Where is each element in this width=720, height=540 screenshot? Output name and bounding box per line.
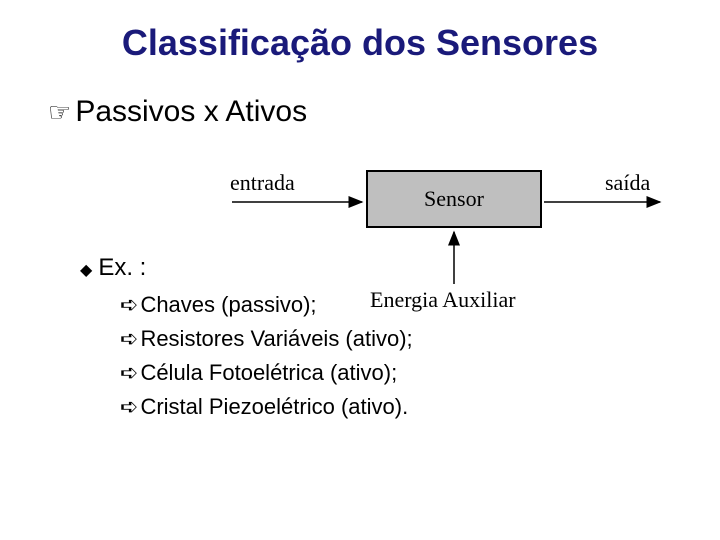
subtitle: ☞Passivos x Ativos xyxy=(48,95,307,129)
list-item-text: Chaves (passivo); xyxy=(140,292,316,317)
list-item: ➪Cristal Piezoelétrico (ativo). xyxy=(120,390,413,424)
slide: Classificação dos Sensores ☞Passivos x A… xyxy=(0,0,720,540)
examples-heading-text: Ex. : xyxy=(98,254,146,281)
list-item: ➪Chaves (passivo); xyxy=(120,288,413,322)
subtitle-text: Passivos x Ativos xyxy=(75,95,307,128)
examples-list: ➪Chaves (passivo); ➪Resistores Variáveis… xyxy=(120,288,413,424)
sensor-box: Sensor xyxy=(366,170,542,228)
entrada-label: entrada xyxy=(230,170,295,196)
diamond-icon: ◆ xyxy=(80,262,92,279)
examples-heading: ◆ Ex. : xyxy=(80,254,146,282)
arrow-bullet-icon: ➪ xyxy=(120,360,138,385)
list-item-text: Resistores Variáveis (ativo); xyxy=(140,326,412,351)
saida-label: saída xyxy=(605,170,650,196)
pointing-hand-icon: ☞ xyxy=(48,97,71,127)
slide-title: Classificação dos Sensores xyxy=(0,22,720,64)
arrow-bullet-icon: ➪ xyxy=(120,394,138,419)
list-item: ➪Resistores Variáveis (ativo); xyxy=(120,322,413,356)
list-item-text: Cristal Piezoelétrico (ativo). xyxy=(140,394,408,419)
arrow-bullet-icon: ➪ xyxy=(120,292,138,317)
list-item: ➪Célula Fotoelétrica (ativo); xyxy=(120,356,413,390)
arrow-bullet-icon: ➪ xyxy=(120,326,138,351)
list-item-text: Célula Fotoelétrica (ativo); xyxy=(140,360,397,385)
